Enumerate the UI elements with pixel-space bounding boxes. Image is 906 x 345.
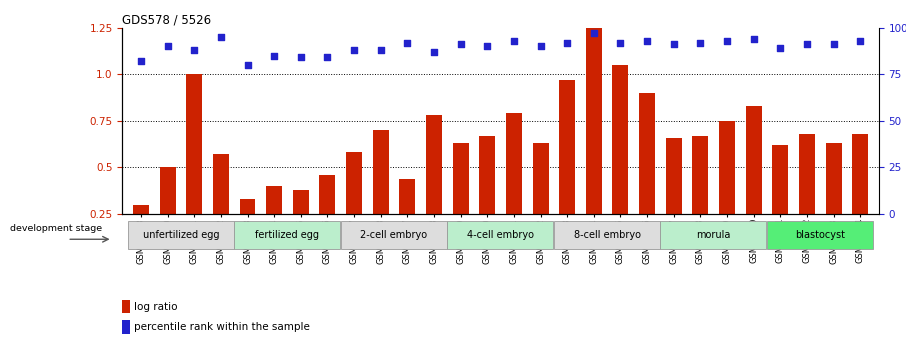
Point (747, 36, 761, 41)
Bar (719, 121, 735, 260)
Bar (639, 93, 655, 260)
FancyBboxPatch shape (448, 221, 554, 248)
Point (640, 38, 654, 43)
Bar (692, 136, 708, 260)
Point (534, 43, 548, 49)
Bar (853, 134, 868, 260)
Bar (426, 115, 442, 260)
Bar (400, 178, 415, 260)
Bar (559, 80, 575, 260)
Bar (506, 113, 522, 260)
Text: GDS578 / 5526: GDS578 / 5526 (122, 13, 211, 27)
Bar (122, 300, 130, 313)
FancyBboxPatch shape (128, 221, 234, 248)
Text: percentile rank within the sample: percentile rank within the sample (134, 322, 310, 332)
FancyBboxPatch shape (341, 221, 447, 248)
Bar (122, 320, 130, 334)
Bar (159, 167, 176, 260)
Bar (266, 186, 282, 260)
Point (214, 34, 228, 40)
Point (373, 47, 388, 53)
Bar (586, 28, 602, 260)
Bar (453, 143, 468, 260)
Bar (239, 199, 255, 260)
FancyBboxPatch shape (234, 221, 341, 248)
Text: morula: morula (697, 230, 731, 239)
Text: 4-cell embryo: 4-cell embryo (467, 230, 534, 239)
Point (187, 47, 201, 53)
Point (613, 40, 628, 45)
Point (480, 43, 495, 49)
Point (320, 55, 334, 60)
Bar (612, 65, 629, 260)
Bar (479, 136, 496, 260)
Point (853, 38, 867, 43)
FancyBboxPatch shape (554, 221, 660, 248)
Point (400, 40, 415, 45)
Bar (293, 190, 309, 260)
Bar (799, 134, 814, 260)
Text: development stage: development stage (10, 224, 101, 233)
Point (800, 42, 814, 47)
Point (773, 45, 787, 51)
Text: 2-cell embryo: 2-cell embryo (361, 230, 428, 239)
Bar (533, 143, 548, 260)
Bar (213, 154, 229, 260)
Point (506, 38, 521, 43)
Bar (320, 175, 335, 260)
Text: fertilized egg: fertilized egg (255, 230, 320, 239)
Point (347, 47, 361, 53)
Bar (666, 138, 681, 260)
Point (586, 30, 601, 36)
Point (453, 42, 467, 47)
Point (160, 43, 175, 49)
Bar (187, 74, 202, 260)
Bar (346, 152, 362, 260)
Bar (746, 106, 762, 260)
Point (719, 38, 734, 43)
Point (240, 62, 255, 68)
Text: unfertilized egg: unfertilized egg (142, 230, 219, 239)
FancyBboxPatch shape (767, 221, 873, 248)
Point (826, 42, 841, 47)
Text: log ratio: log ratio (134, 302, 178, 312)
Point (693, 40, 708, 45)
Point (667, 42, 681, 47)
Bar (772, 145, 788, 260)
Text: blastocyst: blastocyst (795, 230, 845, 239)
Bar (825, 143, 842, 260)
Point (294, 55, 308, 60)
Bar (133, 205, 149, 260)
Point (267, 53, 282, 58)
Bar (372, 130, 389, 260)
FancyBboxPatch shape (660, 221, 766, 248)
Point (560, 40, 574, 45)
Text: 8-cell embryo: 8-cell embryo (573, 230, 641, 239)
Point (427, 49, 441, 55)
Point (134, 58, 149, 64)
